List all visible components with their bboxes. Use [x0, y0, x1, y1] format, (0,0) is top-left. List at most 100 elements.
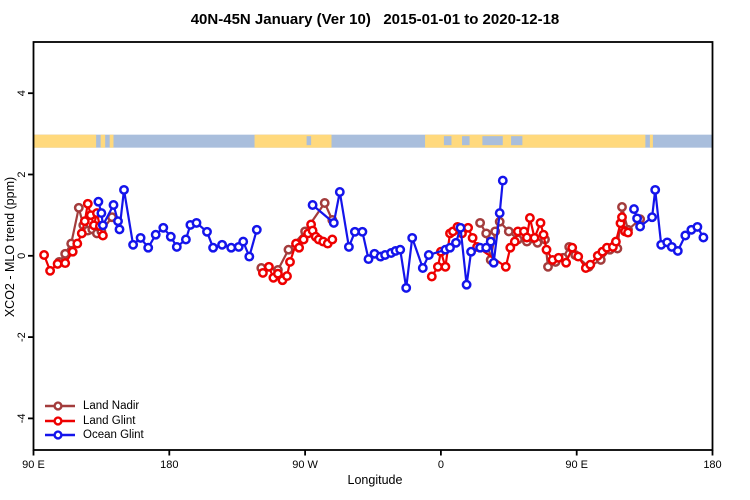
data-point	[650, 184, 661, 195]
y-tick-label: 4	[16, 90, 28, 96]
data-point	[485, 236, 496, 247]
latitude-map-band	[33, 134, 713, 148]
data-point	[467, 232, 478, 243]
data-point	[343, 241, 354, 252]
legend-marker-land-nadir	[45, 401, 75, 411]
legend-marker-land-glint	[45, 415, 75, 426]
data-point	[543, 261, 553, 272]
data-point	[217, 239, 228, 250]
y-tick-label: 0	[16, 253, 28, 259]
plot-border	[32, 41, 714, 451]
x-tick-label: 0	[438, 459, 444, 471]
data-point	[263, 261, 274, 272]
legend-marker-ocean-glint	[45, 430, 75, 440]
axes: 90 E 180 90 W 0 90 E 180 4 2 0 -2 -4	[16, 41, 722, 471]
data-point	[463, 222, 474, 233]
data-point	[585, 259, 596, 270]
data-point	[698, 232, 709, 243]
data-point	[466, 246, 477, 257]
data-point	[680, 230, 691, 241]
data-point	[283, 244, 294, 255]
data-point	[143, 242, 154, 253]
data-point	[67, 246, 78, 257]
data-point	[503, 226, 514, 237]
data-point	[171, 241, 182, 252]
band-land-segment	[100, 134, 106, 148]
band-land-segment	[254, 134, 332, 148]
legend-item-land-glint: Land Glint	[44, 414, 144, 428]
data-point	[455, 222, 466, 233]
data-point	[97, 230, 108, 241]
legend-label-land-nadir: Land Nadir	[83, 400, 140, 412]
data-point	[328, 217, 339, 228]
data-point	[307, 200, 318, 210]
data-point	[617, 212, 627, 223]
data-point	[538, 229, 549, 240]
data-point	[635, 221, 646, 232]
data-point	[113, 216, 123, 227]
data-point	[440, 261, 451, 272]
data-point	[114, 224, 125, 235]
data-point	[73, 202, 84, 213]
data-point	[135, 232, 146, 243]
data-point	[363, 254, 374, 265]
data-point	[108, 200, 119, 210]
data-point	[72, 238, 83, 249]
band-ocean-patch	[511, 136, 523, 146]
data-point	[524, 213, 535, 223]
data-point	[610, 236, 621, 247]
data-point	[52, 258, 63, 269]
data-point	[617, 202, 627, 212]
data-point	[82, 198, 93, 209]
data-point	[150, 229, 161, 240]
data-point	[97, 220, 108, 231]
data-point	[481, 242, 492, 253]
data-point	[426, 271, 437, 282]
data-point	[257, 267, 268, 278]
data-point	[632, 213, 643, 224]
data-point	[672, 245, 683, 256]
data-point	[500, 261, 511, 272]
band-land-segment	[33, 134, 97, 148]
x-tick-label: 180	[703, 459, 721, 471]
data-point	[119, 184, 129, 195]
chart-title: 40N-45N January (Ver 10) 2015-01-01 to 2…	[190, 11, 560, 28]
data-point	[395, 244, 406, 255]
data-point	[327, 234, 338, 245]
data-point	[481, 228, 492, 239]
band-land-segment	[649, 134, 653, 148]
x-tick-label: 90 E	[22, 459, 45, 471]
data-point	[561, 257, 572, 268]
y-tick-label: -2	[16, 332, 28, 342]
band-ocean-patch	[462, 136, 470, 146]
x-tick-label: 90 W	[292, 459, 318, 471]
data-point	[76, 228, 87, 239]
legend-label-ocean-glint: Ocean Glint	[83, 429, 144, 441]
data-point	[238, 236, 249, 247]
x-axis-label: Longitude	[347, 473, 403, 487]
data-point	[208, 242, 219, 253]
data-point	[475, 217, 486, 228]
data-point	[202, 226, 212, 237]
data-point	[629, 204, 639, 215]
data-point	[334, 187, 345, 197]
legend: Land Nadir Land Glint Ocean Glint	[44, 399, 144, 443]
data-point	[401, 282, 412, 293]
data-point	[357, 226, 368, 237]
band-land-segment	[425, 134, 646, 148]
data-point	[158, 222, 169, 233]
data-point	[285, 256, 295, 267]
legend-item-ocean-glint: Ocean Glint	[44, 428, 144, 442]
data-point	[79, 216, 90, 227]
data-point	[45, 265, 56, 276]
data-point	[407, 232, 418, 243]
x-tick-label: 180	[160, 459, 178, 471]
data-point	[298, 234, 309, 245]
data-point	[553, 252, 564, 263]
data-point	[319, 198, 330, 208]
data-point	[93, 196, 104, 207]
data-point	[521, 232, 532, 243]
series-ocean-glint	[93, 175, 709, 293]
